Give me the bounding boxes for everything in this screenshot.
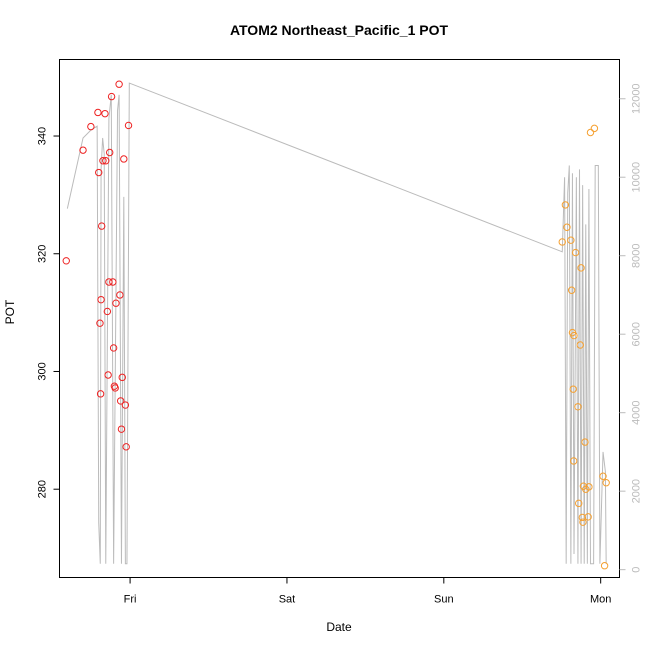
data-point <box>567 286 576 294</box>
plot-frame <box>59 59 620 578</box>
y2-tick-label: 12000 <box>630 83 642 114</box>
data-point <box>79 146 87 154</box>
data-point <box>101 109 109 118</box>
data-point <box>104 371 112 379</box>
data-point <box>563 223 571 231</box>
chart-title: ATOM2 Northeast_Pacific_1 POT <box>230 22 449 38</box>
data-point <box>116 291 124 299</box>
data-point <box>585 483 593 491</box>
data-point <box>96 319 104 327</box>
data-point <box>602 479 610 487</box>
x-tick-label: Sun <box>434 594 454 606</box>
right-axis: 0 2000 4000 6000 8000 10000 12000 <box>619 83 642 573</box>
left-axis: 280 300 320 340 <box>36 127 60 498</box>
x-tick-label: Fri <box>124 594 137 606</box>
data-point <box>106 148 114 157</box>
right-axis-line-series <box>66 82 607 565</box>
x-tick-label: Mon <box>590 594 611 606</box>
data-point <box>98 222 106 230</box>
data-point <box>581 438 589 446</box>
data-point <box>103 307 112 316</box>
y-tick-label: 280 <box>36 480 48 498</box>
data-point <box>109 344 118 352</box>
data-point <box>111 384 119 392</box>
data-point <box>109 278 117 286</box>
y-tick-label: 300 <box>36 362 48 380</box>
data-point <box>99 157 107 165</box>
data-point <box>578 513 587 522</box>
data-point <box>107 92 116 101</box>
data-point <box>558 238 566 246</box>
data-point <box>575 499 583 508</box>
data-point <box>567 236 575 244</box>
y2-tick-label: 4000 <box>630 400 642 424</box>
data-point <box>62 257 70 265</box>
data-point <box>94 108 102 117</box>
data-point <box>574 403 582 411</box>
data-point <box>571 248 580 257</box>
data-point <box>561 201 570 209</box>
data-point <box>576 341 584 349</box>
data-point <box>577 264 585 272</box>
data-point <box>121 401 130 409</box>
data-point <box>97 295 105 304</box>
data-point <box>105 278 113 286</box>
data-point <box>115 80 123 88</box>
data-point <box>570 457 578 465</box>
data-point <box>599 472 607 480</box>
data-point <box>112 299 120 307</box>
data-point <box>124 121 133 130</box>
x-axis-label: Date <box>326 620 352 634</box>
data-point <box>102 157 110 165</box>
data-point <box>590 124 599 133</box>
x-tick-label: Sat <box>279 594 296 606</box>
data-point <box>569 385 577 393</box>
data-point <box>586 128 595 137</box>
data-point <box>116 397 125 405</box>
data-point <box>584 513 592 521</box>
scatter-points <box>62 80 610 570</box>
y-tick-label: 320 <box>36 245 48 263</box>
data-point <box>122 443 130 451</box>
y2-tick-label: 8000 <box>630 243 642 267</box>
y-axis-label: POT <box>3 299 17 324</box>
data-point <box>117 425 126 433</box>
bottom-axis: Fri Sat Sun Mon <box>124 577 611 606</box>
data-point <box>570 331 578 340</box>
data-point <box>96 390 105 398</box>
y-tick-label: 340 <box>36 127 48 145</box>
data-point <box>579 518 587 526</box>
pot-line <box>66 82 607 565</box>
y2-tick-label: 6000 <box>630 322 642 346</box>
y2-tick-label: 0 <box>630 567 642 573</box>
data-point <box>87 122 95 131</box>
data-point <box>118 373 126 382</box>
y2-tick-label: 10000 <box>630 162 642 193</box>
data-point <box>95 168 103 177</box>
data-point <box>120 155 128 163</box>
data-point <box>600 562 609 570</box>
y2-tick-label: 2000 <box>630 479 642 503</box>
